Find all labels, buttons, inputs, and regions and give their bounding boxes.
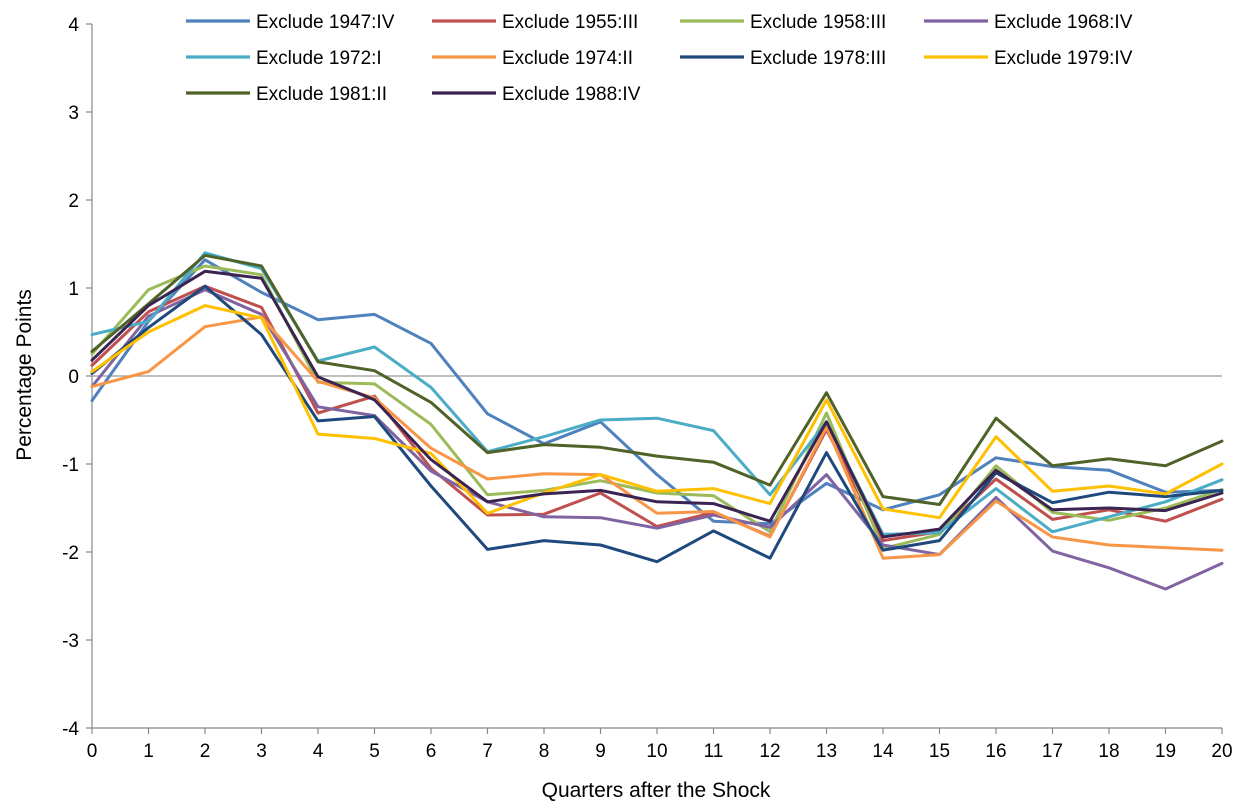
x-tick-label: 3 xyxy=(256,741,267,762)
x-tick-label: 5 xyxy=(369,741,380,762)
legend-label: Exclude 1979:IV xyxy=(994,48,1133,69)
legend-label: Exclude 1958:III xyxy=(750,12,886,33)
x-tick-label: 13 xyxy=(816,741,837,762)
x-tick-label: 11 xyxy=(704,741,724,762)
legend-item: Exclude 1947:IV xyxy=(186,12,395,33)
x-tick-label: 19 xyxy=(1155,741,1176,762)
x-tick-label: 15 xyxy=(929,741,950,762)
x-tick-label: 6 xyxy=(426,741,437,762)
y-tick-label: -4 xyxy=(62,719,79,740)
y-tick-label: -1 xyxy=(62,455,79,476)
series-line-1 xyxy=(90,258,1224,526)
series-line-10 xyxy=(90,269,1224,539)
legend-label: Exclude 1955:III xyxy=(502,12,638,33)
legend-item: Exclude 1981:II xyxy=(186,84,387,105)
legend-item: Exclude 1978:III xyxy=(680,48,886,69)
legend-label: Exclude 1947:IV xyxy=(256,12,395,33)
legend-item: Exclude 1968:IV xyxy=(924,12,1133,33)
legend-label: Exclude 1972:I xyxy=(256,48,382,69)
x-axis-title: Quarters after the Shock xyxy=(542,779,771,802)
y-tick-label: 1 xyxy=(68,279,79,300)
x-tick-label: 4 xyxy=(313,741,324,762)
y-tick-label: -2 xyxy=(62,543,79,564)
legend-item: Exclude 1979:IV xyxy=(924,48,1133,69)
legend-item: Exclude 1958:III xyxy=(680,12,886,33)
legend-item: Exclude 1974:II xyxy=(432,48,633,69)
x-tick-label: 20 xyxy=(1211,741,1232,762)
legend: Exclude 1947:IV Exclude 1955:III Exclude 1… xyxy=(186,12,1133,105)
x-tick-label: 8 xyxy=(539,741,550,762)
x-tick-label: 9 xyxy=(595,741,606,762)
legend-item: Exclude 1972:I xyxy=(186,48,382,69)
legend-label: Exclude 1981:II xyxy=(256,84,387,105)
x-tick-label: 17 xyxy=(1042,741,1063,762)
x-tick-label: 16 xyxy=(985,741,1006,762)
x-tick-label: 7 xyxy=(482,741,493,762)
x-tick-label: 12 xyxy=(759,741,780,762)
legend-item: Exclude 1988:IV xyxy=(432,84,641,105)
y-tick-label: 3 xyxy=(68,103,79,124)
x-tick-label: 2 xyxy=(200,741,211,762)
legend-label: Exclude 1978:III xyxy=(750,48,886,69)
legend-label: Exclude 1968:IV xyxy=(994,12,1133,33)
y-axis-title: Percentage Points xyxy=(13,289,36,461)
series-layer xyxy=(90,251,1224,591)
x-tick-label: 18 xyxy=(1098,741,1119,762)
legend-label: Exclude 1974:II xyxy=(502,48,633,69)
series-line-7 xyxy=(90,284,1224,564)
series-line-4 xyxy=(90,288,1224,591)
y-tick-label: 4 xyxy=(68,15,79,36)
series-line-8 xyxy=(90,304,1224,520)
y-tick-label: -3 xyxy=(62,631,79,652)
x-tick-label: 0 xyxy=(87,741,98,762)
x-tick-label: 10 xyxy=(646,741,667,762)
x-tick-label: 14 xyxy=(872,741,894,762)
series-line-9 xyxy=(90,253,1224,506)
y-tick-label: 0 xyxy=(68,367,79,388)
x-tick-label: 1 xyxy=(143,741,154,762)
series-line-6 xyxy=(90,315,1224,560)
legend-item: Exclude 1955:III xyxy=(432,12,638,33)
legend-label: Exclude 1988:IV xyxy=(502,84,641,105)
y-tick-label: 2 xyxy=(68,191,79,212)
